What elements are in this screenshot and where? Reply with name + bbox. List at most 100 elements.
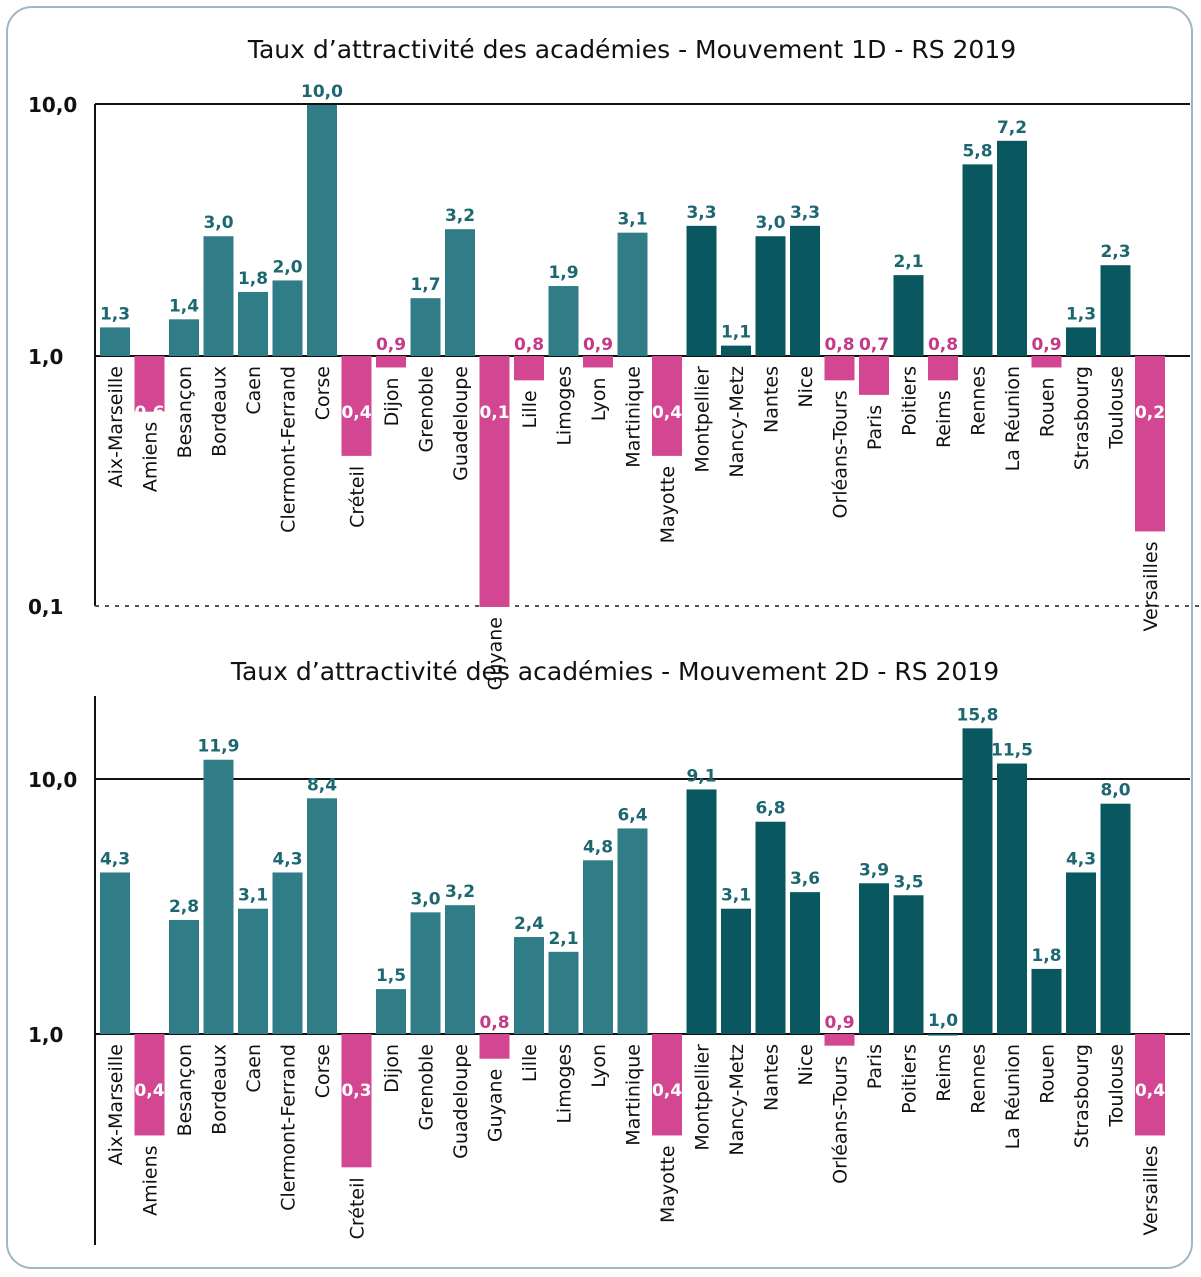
chart1-category-label-caen: Caen [243, 366, 265, 415]
chart2-value-label-aix-marseille: 4,3 [100, 849, 130, 869]
chart2-bar-grenoble [410, 912, 441, 1034]
chart2-bar-rouen [1031, 968, 1062, 1034]
chart2-bar-montpellier [686, 789, 717, 1034]
chart1-value-label-aix-marseille: 1,3 [100, 304, 130, 324]
chart1-value-label-nantes: 3,0 [755, 213, 785, 233]
chart2-category-label-creteil: Créteil [347, 1177, 369, 1239]
chart1-value-label-creteil: 0,4 [341, 403, 371, 423]
chart2-value-label-martinique: 6,4 [617, 805, 647, 825]
chart2-category-label-poitiers: Poitiers [899, 1044, 921, 1114]
chart2-bar-bordeaux [203, 759, 234, 1034]
chart2-bar-nancy-metz [721, 908, 751, 1034]
chart2-value-label-besancon: 2,8 [169, 897, 199, 917]
chart2-value-label-montpellier: 9,1 [686, 766, 716, 786]
chart1-bar-nancy-metz [721, 345, 751, 356]
chart2-category-label-nancy-metz: Nancy-Metz [726, 1044, 748, 1156]
chart1-value-label-versailles: 0,2 [1135, 403, 1165, 423]
chart2-category-label-toulouse: Toulouse [1106, 1044, 1128, 1128]
chart2-category-label-paris: Paris [864, 1044, 886, 1089]
chart2-category-label-caen: Caen [243, 1044, 265, 1093]
chart1-value-label-lyon: 0,9 [583, 335, 613, 355]
chart1-bar-lyon [583, 356, 613, 368]
chart1-value-label-orleans-tours: 0,8 [824, 335, 854, 355]
chart2-value-label-toulouse: 8,0 [1100, 781, 1130, 801]
chart2-value-label-strasbourg: 4,3 [1066, 849, 1096, 869]
chart2-value-label-limoges: 2,1 [548, 929, 578, 949]
chart2-value-label-la-reunion: 11,5 [991, 741, 1033, 761]
chart2-ytick-1: 1,0 [28, 1023, 63, 1047]
chart2-category-label-orleans-tours: Orléans-Tours [830, 1056, 852, 1184]
chart1-category-label-guadeloupe: Guadeloupe [450, 366, 472, 481]
chart2-bar-aix-marseille [100, 872, 130, 1034]
chart2-value-label-corse: 8,4 [307, 775, 337, 795]
chart2-category-label-rennes: Rennes [968, 1044, 990, 1114]
chart1-bar-caen [238, 291, 268, 356]
chart2-bar-martinique [617, 828, 648, 1034]
chart2-category-label-nantes: Nantes [761, 1044, 783, 1111]
chart2-category-label-reims: Reims [933, 1044, 955, 1102]
chart1-bar-besancon [169, 319, 199, 356]
chart1-category-label-nancy-metz: Nancy-Metz [726, 366, 748, 478]
chart1-category-label-aix-marseille: Aix-Marseille [105, 366, 127, 487]
chart2-category-label-strasbourg: Strasbourg [1071, 1044, 1093, 1148]
chart1-value-label-mayotte: 0,4 [652, 403, 682, 423]
chart1-category-label-creteil: Créteil [347, 466, 369, 528]
chart1-bar-paris [859, 356, 889, 395]
chart1-value-label-la-reunion: 7,2 [997, 118, 1027, 138]
chart1-category-label-strasbourg: Strasbourg [1071, 366, 1093, 470]
chart2-category-label-guadeloupe: Guadeloupe [450, 1044, 472, 1159]
chart1-category-label-versailles: Versailles [1140, 541, 1162, 631]
chart1-bar-clermont-ferrand [272, 280, 303, 356]
chart1-category-label-poitiers: Poitiers [899, 366, 921, 436]
chart2-value-label-mayotte: 0,4 [652, 1081, 682, 1101]
chart2-category-label-corse: Corse [312, 1044, 334, 1098]
chart1-category-label-corse: Corse [312, 366, 334, 420]
chart2-bar-paris [859, 883, 889, 1034]
chart2-bar-caen [238, 908, 268, 1034]
chart1-bar-strasbourg [1066, 327, 1096, 356]
chart1-ytick-1: 1,0 [28, 345, 63, 369]
chart1-category-label-clermont-ferrand: Clermont-Ferrand [278, 366, 300, 533]
chart2-category-label-grenoble: Grenoble [416, 1044, 438, 1131]
chart2-category-label-dijon: Dijon [381, 1044, 403, 1093]
chart1-value-label-reims: 0,8 [928, 335, 958, 355]
chart1-category-label-montpellier: Montpellier [692, 366, 714, 473]
chart1-category-label-la-reunion: La Réunion [1002, 366, 1024, 471]
chart2-bar-guyane [479, 1034, 510, 1059]
chart1-value-label-limoges: 1,9 [548, 263, 578, 283]
chart1-category-label-bordeaux: Bordeaux [209, 366, 231, 457]
chart1-bar-grenoble [410, 298, 441, 356]
chart1-value-label-toulouse: 2,3 [1100, 242, 1130, 262]
chart1-ytick-10: 10,0 [28, 93, 77, 117]
chart2-category-label-lyon: Lyon [588, 1044, 610, 1088]
chart2-bar-nice [790, 892, 820, 1034]
chart1-bar-lille [514, 356, 544, 381]
chart1-value-label-bordeaux: 3,0 [203, 213, 233, 233]
chart2-bar-orleans-tours [824, 1034, 855, 1046]
chart1-value-label-nice: 3,3 [790, 203, 820, 223]
chart1-category-label-guyane: Guyane [485, 617, 507, 690]
chart1-bar-bordeaux [203, 236, 234, 356]
chart2-value-label-lyon: 4,8 [583, 837, 613, 857]
chart1-bar-guadeloupe [445, 229, 475, 356]
chart2-bar-strasbourg [1066, 872, 1096, 1034]
chart2-bar-creteil [341, 1034, 372, 1168]
chart1-bar-rennes [962, 164, 993, 356]
chart2-category-label-montpellier: Montpellier [692, 1044, 714, 1151]
chart1-value-label-rouen: 0,9 [1031, 335, 1061, 355]
chart2-bar-lille [514, 937, 544, 1034]
chart2-category-label-rouen: Rouen [1037, 1044, 1059, 1104]
chart1-category-label-lyon: Lyon [588, 377, 610, 421]
chart1-category-label-nantes: Nantes [761, 366, 783, 433]
chart2-bar-la-reunion [997, 763, 1027, 1034]
chart1-value-label-dijon: 0,9 [376, 335, 406, 355]
chart2-value-label-caen: 3,1 [238, 886, 268, 906]
chart1-category-label-dijon: Dijon [381, 377, 403, 426]
chart2-value-label-bordeaux: 11,9 [198, 737, 240, 757]
chart1-bar-amiens [134, 356, 165, 412]
chart2-value-label-lille: 2,4 [514, 914, 544, 934]
chart2-value-label-clermont-ferrand: 4,3 [272, 849, 302, 869]
chart2-value-label-guadeloupe: 3,2 [445, 882, 475, 902]
chart1-value-label-corse: 10,0 [301, 82, 343, 102]
